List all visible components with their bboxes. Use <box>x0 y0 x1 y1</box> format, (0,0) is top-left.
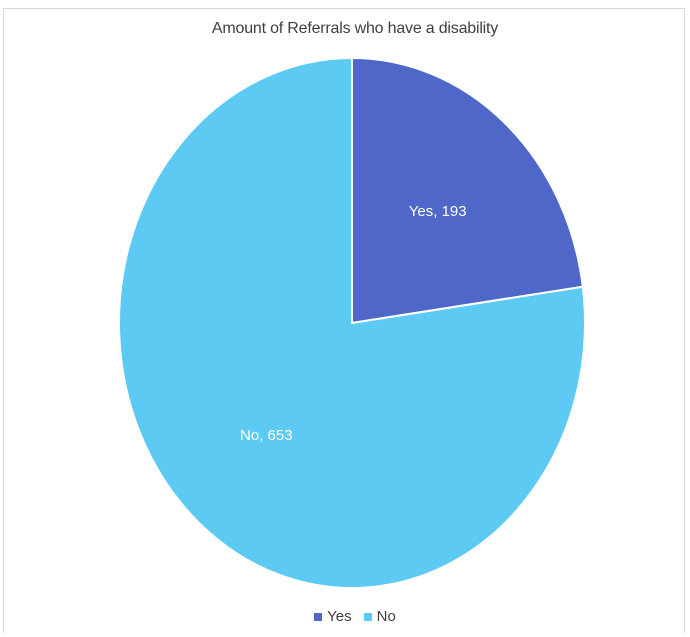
data-label-no: No, 653 <box>240 427 293 444</box>
chart-title: Amount of Referrals who have a disabilit… <box>211 20 499 37</box>
legend-label-no: No <box>376 608 396 625</box>
legend-item-yes: Yes <box>314 608 352 625</box>
pie-slice-yes <box>351 57 584 324</box>
legend-item-no: No <box>363 608 396 625</box>
data-label-yes: Yes, 193 <box>409 203 467 220</box>
legend-swatch-no <box>363 612 372 621</box>
legend: Yes No <box>0 608 690 625</box>
pie-slice-no <box>118 57 586 589</box>
pie-chart: Yes, 193 No, 653 <box>118 57 586 589</box>
legend-swatch-yes <box>314 612 323 621</box>
legend-label-yes: Yes <box>327 608 352 625</box>
